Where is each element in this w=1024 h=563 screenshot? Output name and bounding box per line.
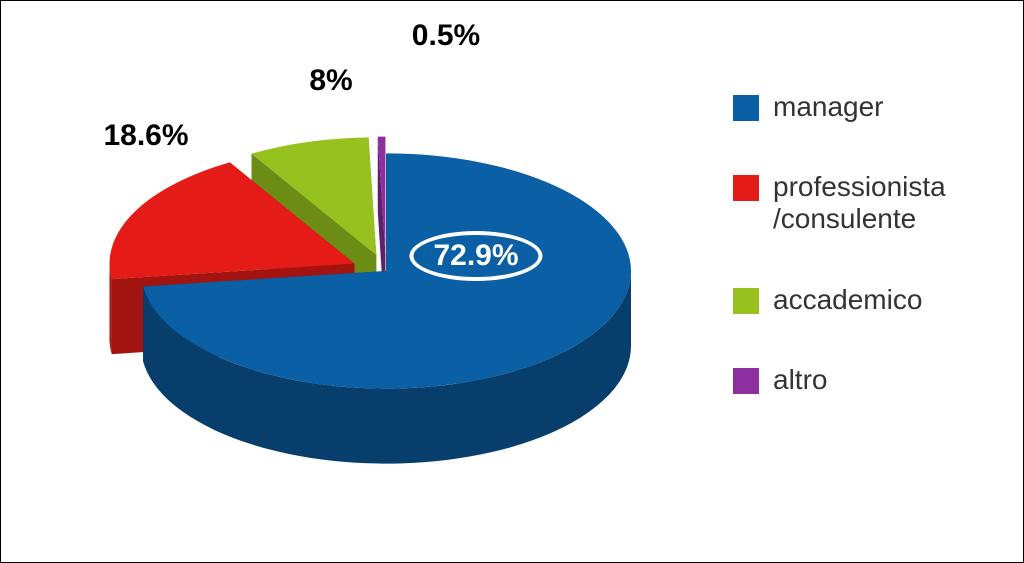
pie-label-altro: 0.5%: [412, 19, 480, 53]
legend-item-accademico: accademico: [733, 284, 993, 316]
legend-label-professionista: professionista /consulente: [773, 171, 946, 235]
pie-label-manager: 72.9%: [409, 231, 542, 281]
legend-label-manager: manager: [773, 91, 884, 123]
chart-frame: 72.9% 18.6% 8% 0.5% manager professionista /…: [0, 0, 1024, 563]
pie-chart: 72.9% 18.6% 8% 0.5%: [1, 1, 721, 563]
legend-item-professionista: professionista /consulente: [733, 171, 993, 235]
legend-swatch-professionista: [733, 175, 759, 201]
legend-swatch-manager: [733, 95, 759, 121]
legend-label-altro: altro: [773, 364, 827, 396]
legend-item-altro: altro: [733, 364, 993, 396]
pie-label-professionista: 18.6%: [103, 119, 188, 153]
pie-svg: [1, 1, 721, 563]
legend: manager professionista /consulente accadem…: [733, 91, 993, 444]
legend-swatch-altro: [733, 368, 759, 394]
legend-swatch-accademico: [733, 288, 759, 314]
legend-item-manager: manager: [733, 91, 993, 123]
pie-label-accademico: 8%: [309, 64, 352, 98]
legend-label-accademico: accademico: [773, 284, 922, 316]
